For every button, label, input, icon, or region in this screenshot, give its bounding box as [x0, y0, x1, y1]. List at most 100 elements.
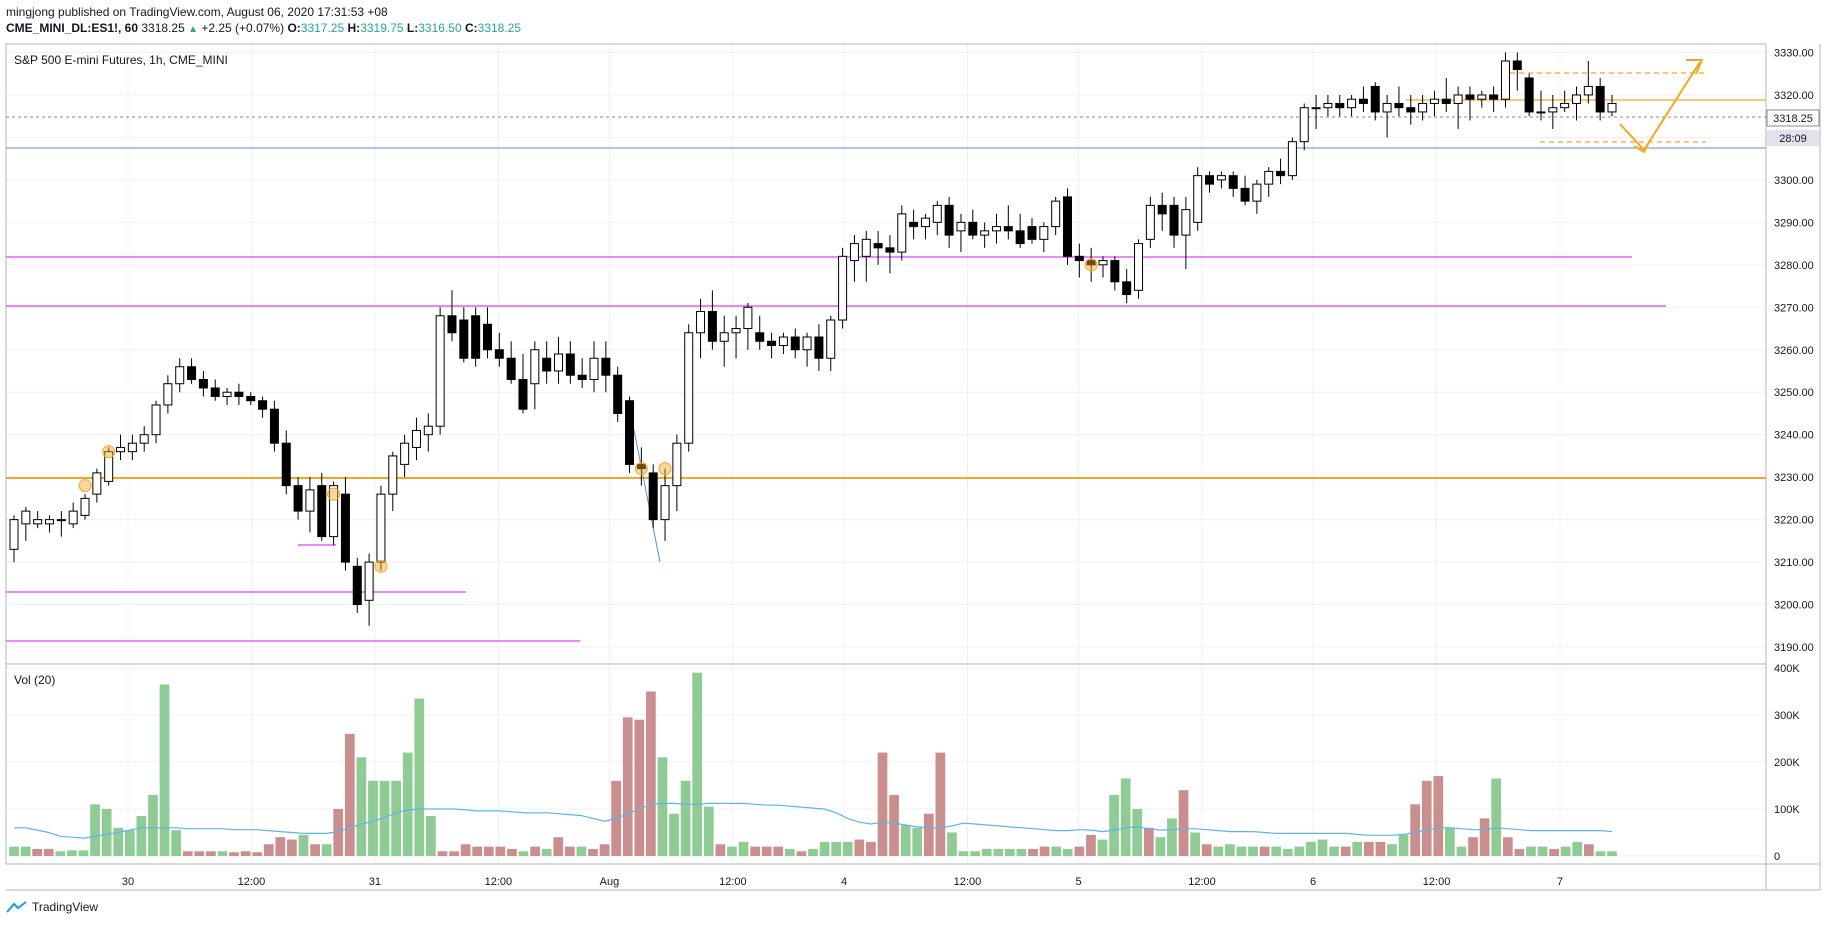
volume-bar	[981, 848, 992, 856]
candle-body	[411, 429, 421, 448]
candle-body	[210, 387, 220, 397]
candle	[897, 205, 907, 261]
volume-bar	[1039, 846, 1050, 856]
candle	[530, 341, 540, 410]
candle	[258, 396, 268, 418]
candle-body	[1074, 255, 1084, 262]
volume-bar	[947, 832, 957, 856]
candle-body	[778, 336, 788, 347]
candle-body	[767, 340, 777, 347]
price-tick-label: 3300.00	[1774, 175, 1814, 187]
volume-bar	[622, 717, 633, 856]
volume-bar	[1271, 846, 1282, 856]
volume-bar	[495, 846, 506, 856]
candle-body	[269, 408, 279, 444]
candle-body	[1453, 94, 1463, 104]
candle	[116, 434, 126, 461]
volume-bar	[761, 846, 772, 856]
candle	[1110, 256, 1120, 291]
candle-body	[258, 400, 268, 410]
last-price: 3318.25	[141, 21, 185, 35]
candle-body	[340, 493, 350, 563]
volume-bar	[1526, 846, 1536, 856]
candle-body	[542, 357, 552, 372]
candle-body	[684, 332, 694, 444]
candle-body	[21, 510, 31, 525]
candle	[625, 396, 635, 473]
volume-bar	[900, 825, 911, 856]
candle	[400, 434, 410, 478]
volume-axis: 400K 300K 200K 100K 0	[1774, 663, 1800, 863]
volume-bar	[553, 837, 564, 856]
candle-body	[234, 391, 244, 397]
candle	[1145, 196, 1155, 248]
countdown-badge	[1767, 130, 1819, 146]
candle-body	[33, 519, 43, 525]
volume-bar	[1004, 848, 1015, 856]
candle-body	[1489, 94, 1499, 100]
candle-body	[1323, 102, 1333, 109]
candle	[672, 434, 682, 512]
candle-body	[447, 315, 457, 334]
candle	[980, 222, 990, 248]
candle	[1370, 82, 1380, 121]
volume-bar	[1433, 776, 1444, 856]
candle	[1406, 94, 1416, 125]
volume-bar	[1248, 846, 1258, 856]
published-line: mingjong published on TradingView.com, A…	[6, 5, 388, 19]
price-tick-label: 3270.00	[1774, 302, 1814, 314]
candle-body	[1548, 107, 1558, 113]
volume-bar	[1468, 837, 1478, 856]
volume-bar	[1097, 839, 1108, 856]
volume-bar	[1051, 846, 1062, 856]
candle-body	[1264, 170, 1274, 185]
volume-bar	[958, 851, 969, 856]
candle-body	[1145, 204, 1155, 240]
candle-body	[1441, 98, 1451, 104]
candle-body	[991, 226, 1001, 232]
time-tick-label: 31	[369, 876, 381, 888]
candle-body	[9, 519, 19, 550]
signal-marker	[102, 445, 116, 459]
volume-bar	[564, 846, 575, 856]
candle	[589, 341, 599, 393]
candle-body	[388, 455, 398, 495]
volume-bar	[842, 841, 853, 856]
candle	[696, 298, 706, 359]
candle-body	[293, 485, 303, 512]
volume-bar	[205, 851, 216, 856]
price-tick-label: 3220.00	[1774, 515, 1814, 527]
candle	[885, 235, 895, 274]
volume-tick-label: 200K	[1774, 757, 1800, 769]
candle-body	[281, 442, 291, 487]
candle	[411, 417, 421, 461]
volume-bar	[414, 698, 425, 856]
candle-body	[577, 374, 587, 380]
drawn-levels[interactable]	[6, 59, 1766, 642]
candle	[210, 379, 220, 401]
candle-body	[1571, 94, 1581, 104]
candle	[80, 494, 90, 520]
volume-bar	[1213, 846, 1224, 856]
candle	[956, 213, 966, 253]
candle-body	[435, 315, 445, 427]
chart-grid	[6, 44, 1766, 864]
candle-body	[1134, 243, 1144, 291]
price-tick-label: 3290.00	[1774, 217, 1814, 229]
volume-ma-line	[14, 802, 1613, 839]
candle	[151, 400, 161, 444]
candle-body	[1382, 102, 1392, 113]
volume-bar	[67, 850, 77, 856]
footer-brand[interactable]: TradingView	[6, 900, 98, 914]
candle	[1228, 171, 1238, 197]
candle	[1489, 86, 1499, 112]
candle	[163, 375, 173, 414]
candle-body	[92, 472, 102, 495]
candle-body	[1465, 94, 1475, 100]
candle-body	[980, 230, 990, 236]
tradingview-logo-icon	[6, 901, 27, 913]
candle	[1299, 103, 1309, 151]
volume-bar	[1549, 848, 1559, 856]
time-tick-label: Aug	[600, 876, 620, 888]
